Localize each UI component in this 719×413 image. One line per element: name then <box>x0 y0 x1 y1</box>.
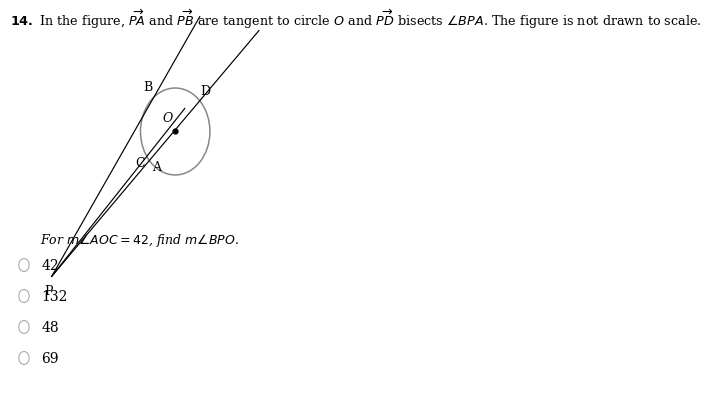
Text: 132: 132 <box>42 289 68 303</box>
Text: C: C <box>136 157 145 169</box>
Text: D: D <box>201 85 211 97</box>
Text: A: A <box>152 161 161 174</box>
Text: For $m\angle AOC = 42$, find $m\angle BPO$.: For $m\angle AOC = 42$, find $m\angle BP… <box>40 231 239 248</box>
Text: 42: 42 <box>42 259 59 272</box>
Text: 69: 69 <box>42 351 59 365</box>
Text: O: O <box>163 112 173 125</box>
Text: P: P <box>45 285 52 298</box>
Text: 48: 48 <box>42 320 59 334</box>
Text: $\mathbf{14.}$ In the figure, $\overrightarrow{PA}$ and $\overrightarrow{PB}$ ar: $\mathbf{14.}$ In the figure, $\overrigh… <box>10 8 702 31</box>
Text: B: B <box>144 81 153 94</box>
